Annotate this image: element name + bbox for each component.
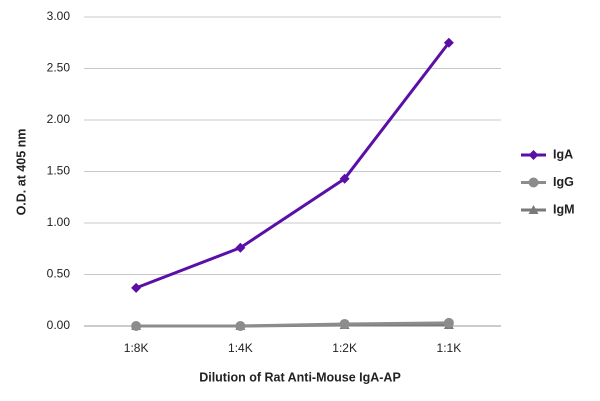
x-tick-label: 1:4K <box>228 341 253 355</box>
y-tick-label: 0.50 <box>47 267 71 281</box>
series-line <box>136 321 449 328</box>
marker <box>528 177 539 188</box>
x-tick-label: 1:1K <box>437 341 462 355</box>
legend-label: IgG <box>553 175 574 189</box>
marker <box>443 37 454 48</box>
marker <box>131 321 142 331</box>
legend-label: IgM <box>553 202 575 216</box>
marker <box>131 282 142 293</box>
marker <box>528 205 539 214</box>
series-line <box>135 41 451 290</box>
x-axis-title: Dilution of Rat Anti-Mouse IgA-AP <box>199 370 401 384</box>
legend-label: IgA <box>553 147 573 161</box>
x-tick-label: 1:2K <box>332 341 357 355</box>
marker <box>443 317 454 328</box>
y-axis-title: O.D. at 405 nm <box>14 129 28 216</box>
y-tick-label: 3.00 <box>47 9 71 23</box>
y-tick-label: 2.50 <box>47 61 71 75</box>
y-tick-label: 1.00 <box>47 215 71 229</box>
marker <box>339 173 350 184</box>
marker <box>235 321 246 331</box>
y-tick-label: 1.50 <box>47 164 71 178</box>
y-tick-label: 0.00 <box>47 318 71 332</box>
marker <box>339 318 350 329</box>
marker <box>235 242 246 253</box>
marker <box>528 150 539 160</box>
y-tick-label: 2.00 <box>47 112 71 126</box>
x-tick-label: 1:8K <box>124 341 149 355</box>
